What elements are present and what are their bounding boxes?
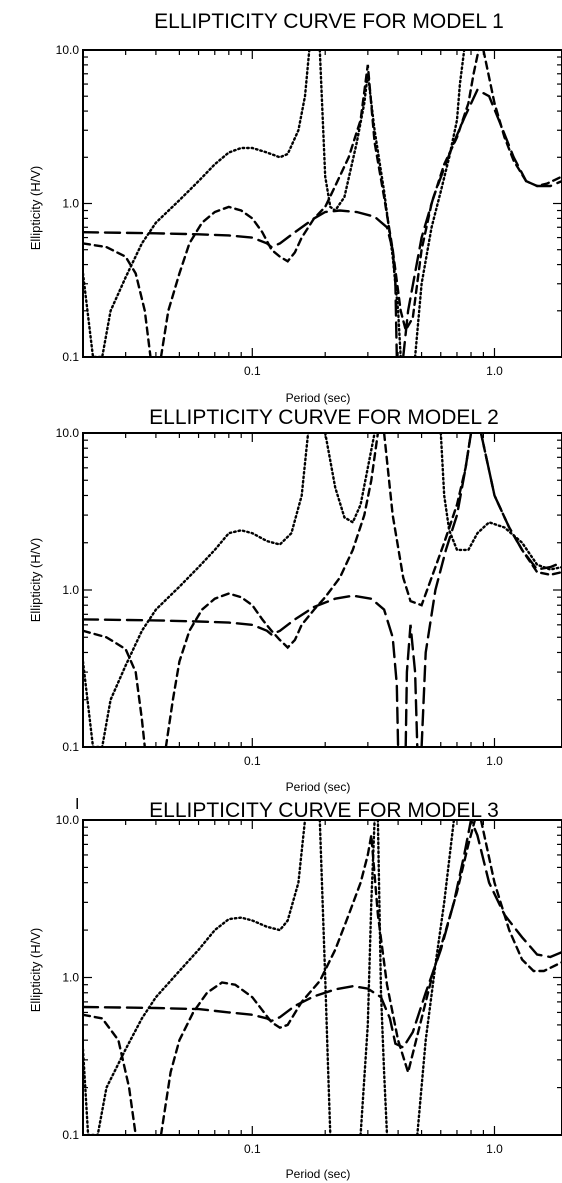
x-axis-label: Period (sec): [286, 780, 351, 794]
x-tick-label: 1.0: [486, 364, 503, 378]
chart-title: ELLIPTICITY CURVE FOR MODEL 1: [154, 10, 504, 33]
y-tick-label: 0.1: [62, 1128, 79, 1142]
x-tick-label: 1.0: [486, 1142, 503, 1156]
x-tick-label: 1.0: [486, 754, 503, 768]
chart-title: ELLIPTICITY CURVE FOR MODEL 3: [149, 799, 499, 822]
y-tick-label: 1.0: [62, 971, 79, 985]
y-tick-label: 10.0: [56, 813, 80, 827]
y-tick-label: 10.0: [56, 43, 80, 57]
y-tick-label: 0.1: [62, 740, 79, 754]
y-tick-label: 1.0: [62, 197, 79, 211]
series-line-dotted: [83, 433, 562, 747]
y-axis-label: Ellipticity (H/V): [28, 166, 43, 251]
series-line-dashed: [83, 820, 562, 1135]
stray-mark: I: [75, 796, 80, 813]
series-line-dotted: [83, 820, 456, 1135]
series-line-dashed: [83, 433, 562, 747]
x-axis-label: Period (sec): [286, 1167, 351, 1181]
chart-title: ELLIPTICITY CURVE FOR MODEL 2: [149, 406, 499, 429]
y-tick-label: 1.0: [62, 583, 79, 597]
panel-model-1: ELLIPTICITY CURVE FOR MODEL 1 Ellipticit…: [28, 10, 504, 405]
y-tick-label: 10.0: [56, 426, 80, 440]
y-axis-label: Ellipticity (H/V): [28, 928, 43, 1013]
series-line-long-dashed: [83, 88, 562, 357]
x-tick-label: 0.1: [244, 1142, 261, 1156]
series-line-long-dashed: [83, 820, 562, 1049]
y-tick-label: 0.1: [62, 350, 79, 364]
series-line-long-dashed: [83, 433, 562, 747]
y-axis-label: Ellipticity (H/V): [28, 538, 43, 623]
panel-model-3: ELLIPTICITY CURVE FOR MODEL 3 Ellipticit…: [28, 799, 499, 1181]
x-tick-label: 0.1: [244, 754, 261, 768]
x-tick-label: 0.1: [244, 364, 261, 378]
x-axis-label: Period (sec): [286, 391, 351, 405]
panel-model-2: ELLIPTICITY CURVE FOR MODEL 2 Ellipticit…: [28, 406, 499, 794]
